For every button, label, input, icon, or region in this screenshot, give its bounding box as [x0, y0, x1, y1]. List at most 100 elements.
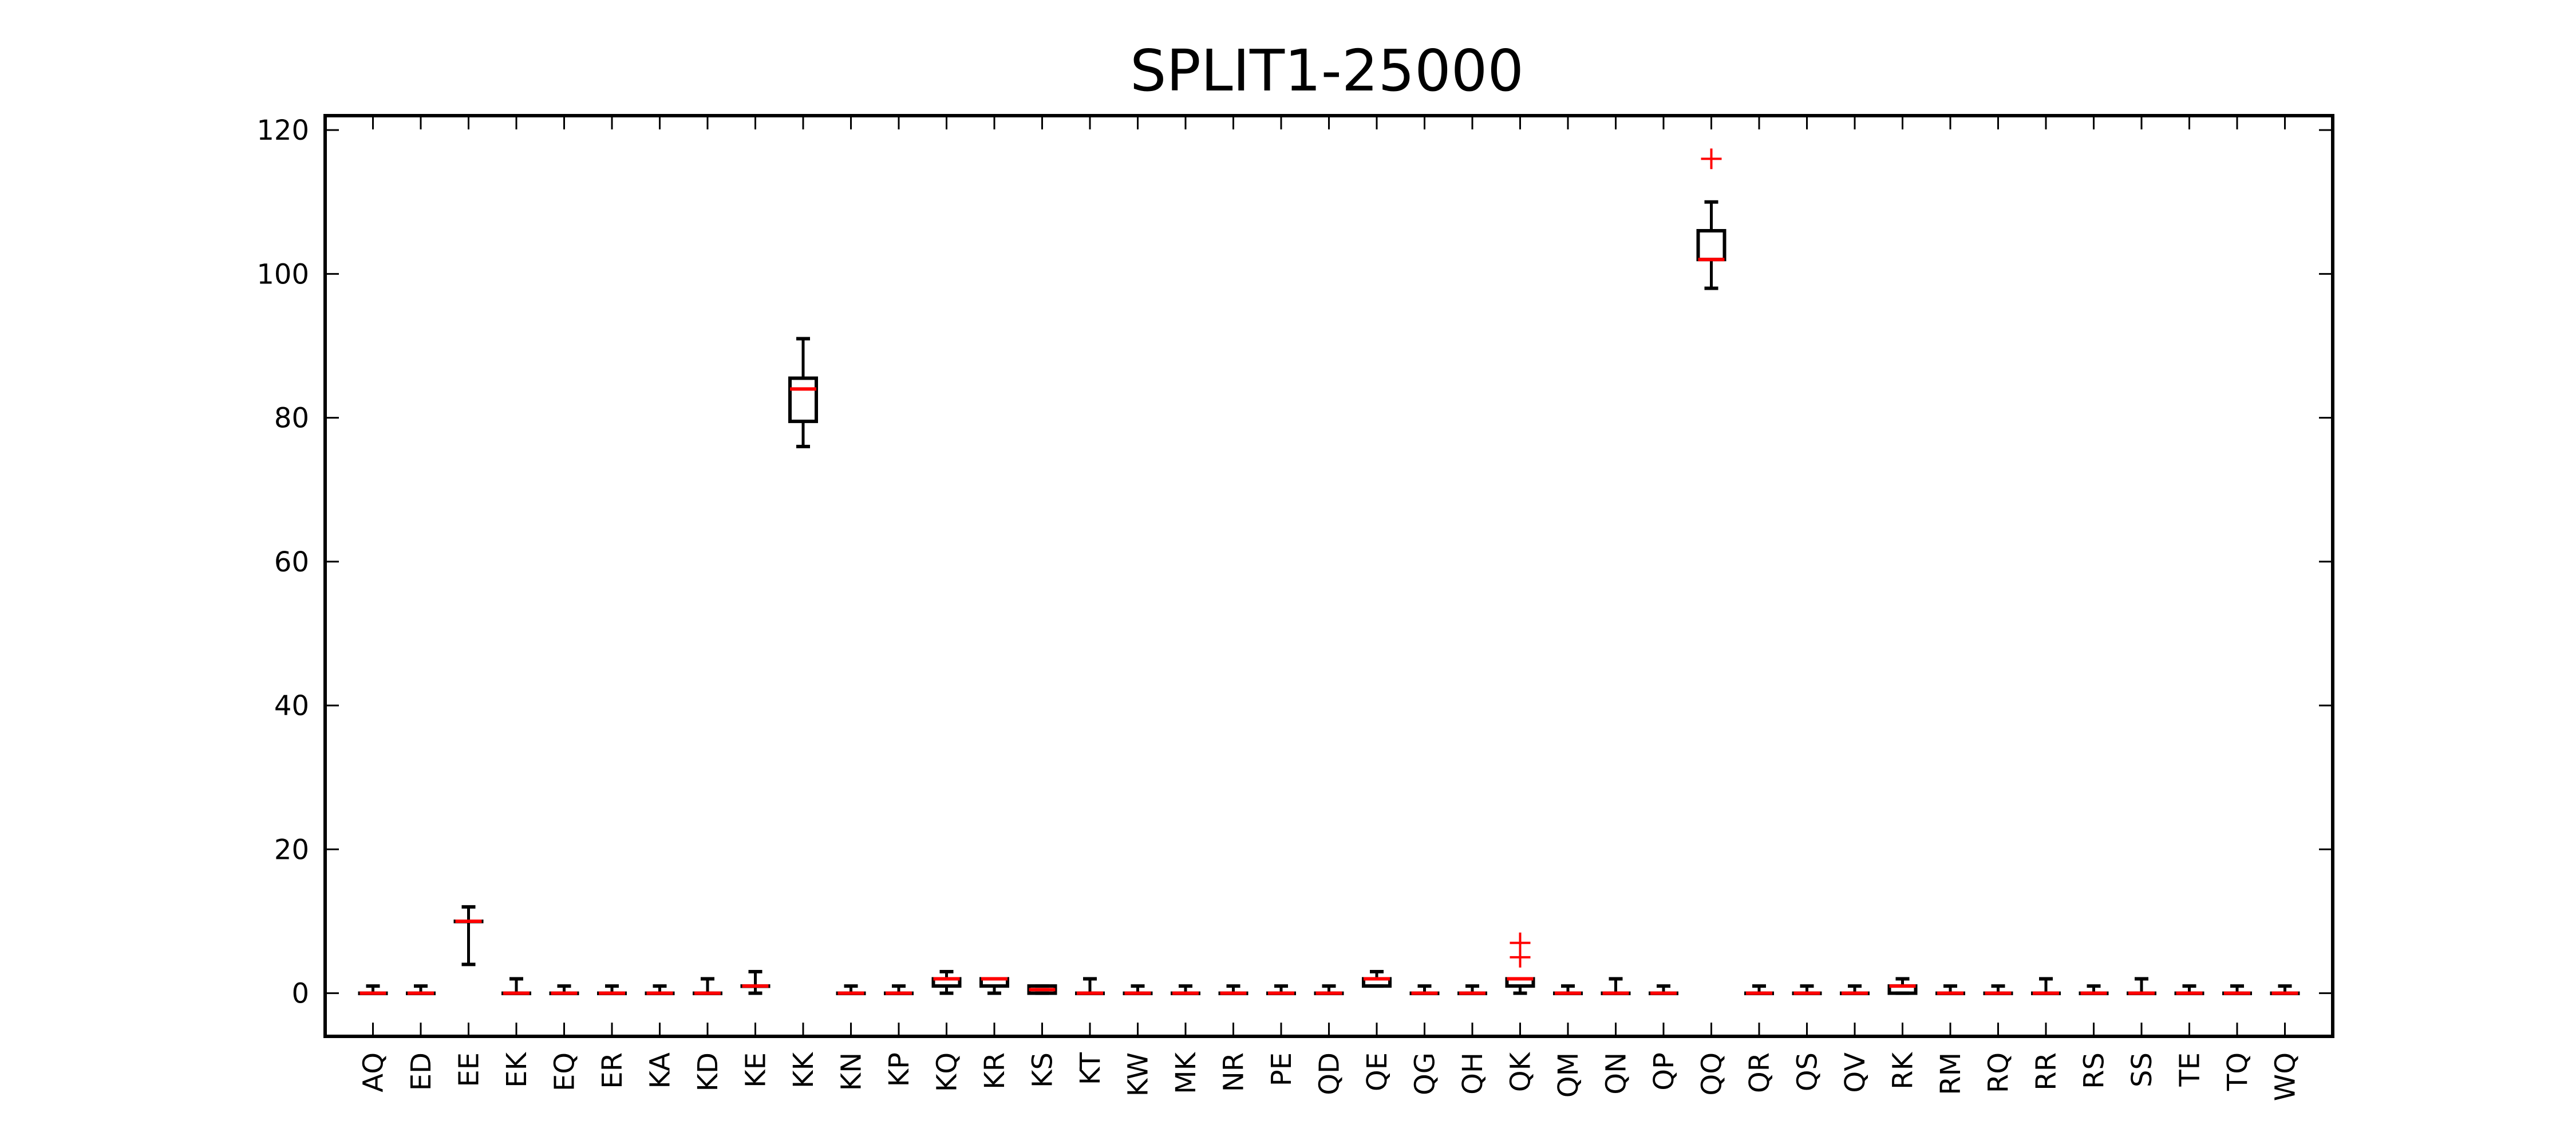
- box-kp: [884, 984, 914, 996]
- iqr-box: [788, 376, 818, 423]
- box-kq: [931, 969, 962, 995]
- x-tick-label: KW: [1123, 1052, 1155, 1096]
- x-tick-label: QR: [1744, 1052, 1776, 1093]
- x-tick-label: RM: [1935, 1052, 1967, 1095]
- box-kk: [788, 337, 818, 448]
- x-axis: AQ ED EE EK EQ ER KA KD KE KK KN KP KQ KR KS KT KW MK NR PE…: [358, 116, 2302, 1101]
- x-tick-label: ER: [596, 1052, 629, 1089]
- box-ks: [1027, 984, 1057, 995]
- x-tick-label: QV: [1839, 1052, 1871, 1093]
- x-tick-label: QG: [1409, 1052, 1441, 1095]
- x-tick-label: RR: [2030, 1052, 2063, 1091]
- outlier-marker: [1510, 932, 1531, 953]
- box-qn: [1601, 977, 1631, 996]
- x-tick-label: RQ: [1983, 1052, 2015, 1093]
- x-tick-label: QN: [1601, 1052, 1633, 1095]
- x-tick-label: QD: [1314, 1052, 1346, 1095]
- box-ke: [740, 969, 771, 995]
- box-ss: [2127, 977, 2156, 996]
- x-tick-label: QE: [1361, 1052, 1393, 1091]
- chart-title: SPLIT1-25000: [1130, 37, 1524, 104]
- x-tick-label: SS: [2126, 1052, 2158, 1087]
- box-ed: [406, 984, 436, 996]
- x-tick-label: MK: [1170, 1051, 1202, 1094]
- box-ee: [453, 905, 484, 966]
- box-tq: [2222, 984, 2252, 996]
- box-series: [358, 148, 2300, 996]
- box-rm: [1935, 984, 1965, 996]
- box-rk: [1887, 977, 1918, 995]
- box-kt: [1075, 977, 1105, 996]
- box-er: [597, 984, 627, 996]
- x-tick-label: KQ: [931, 1052, 963, 1092]
- box-qg: [1409, 984, 1440, 996]
- x-tick-label: KR: [979, 1052, 1011, 1090]
- box-kw: [1123, 984, 1153, 996]
- box-kn: [836, 984, 866, 996]
- x-tick-label: QM: [1552, 1052, 1585, 1098]
- plot-frame: [323, 114, 2334, 1038]
- box-aq: [358, 984, 388, 996]
- box-qe: [1362, 969, 1392, 988]
- box-qd: [1314, 984, 1344, 996]
- y-tick-label: 40: [274, 690, 309, 722]
- box-rq: [1983, 984, 2013, 996]
- x-tick-label: EE: [453, 1052, 485, 1087]
- x-tick-label: QP: [1648, 1052, 1680, 1091]
- y-tick-label: 20: [274, 834, 309, 866]
- box-rs: [2079, 984, 2109, 996]
- outlier-marker: [1701, 148, 1722, 169]
- box-eq: [549, 984, 579, 996]
- x-tick-label: KT: [1074, 1052, 1107, 1085]
- y-tick-label: 80: [274, 403, 309, 435]
- y-axis: 0 20 40 60 80 100 120: [256, 115, 2333, 1010]
- box-qh: [1457, 984, 1487, 996]
- box-qk: [1505, 932, 1535, 995]
- box-qm: [1553, 984, 1583, 996]
- y-tick-label: 100: [256, 258, 309, 290]
- x-tick-label: QS: [1792, 1052, 1824, 1091]
- x-tick-label: KE: [740, 1052, 772, 1088]
- x-tick-label: RS: [2079, 1052, 2111, 1089]
- box-qp: [1649, 984, 1678, 996]
- box-qv: [1840, 984, 1870, 996]
- box-qr: [1744, 984, 1774, 996]
- box-pe: [1266, 984, 1296, 996]
- x-tick-label: PE: [1266, 1052, 1298, 1086]
- x-tick-label: TE: [2174, 1052, 2206, 1087]
- box-te: [2174, 984, 2204, 996]
- y-tick-label: 120: [256, 115, 309, 147]
- x-tick-label: QK: [1505, 1051, 1537, 1092]
- x-tick-label: EK: [501, 1051, 533, 1087]
- x-tick-label: KK: [788, 1051, 820, 1088]
- box-nr: [1218, 984, 1249, 996]
- box-wq: [2270, 984, 2300, 996]
- x-tick-label: TQ: [2222, 1052, 2254, 1091]
- box-qs: [1792, 984, 1822, 996]
- x-tick-label: ED: [405, 1052, 437, 1091]
- box-ka: [645, 984, 675, 996]
- y-tick-label: 60: [274, 546, 309, 578]
- x-tick-label: KN: [836, 1052, 868, 1091]
- x-tick-label: EQ: [549, 1052, 581, 1091]
- box-kd: [693, 977, 722, 996]
- x-tick-label: AQ: [358, 1052, 390, 1092]
- x-tick-label: KP: [883, 1052, 915, 1087]
- box-qq: [1696, 148, 1726, 290]
- box-rr: [2031, 977, 2061, 996]
- x-tick-label: KD: [692, 1052, 724, 1091]
- box-ek: [501, 977, 531, 996]
- box-mk: [1171, 984, 1200, 996]
- x-tick-label: WQ: [2270, 1052, 2302, 1101]
- x-tick-label: NR: [1218, 1052, 1250, 1092]
- x-tick-label: QQ: [1696, 1052, 1728, 1096]
- x-tick-label: QH: [1457, 1052, 1489, 1095]
- x-tick-label: KS: [1027, 1052, 1059, 1088]
- box-kr: [979, 977, 1009, 995]
- x-tick-label: KA: [645, 1052, 677, 1089]
- y-tick-label: 0: [291, 978, 309, 1010]
- x-tick-label: RK: [1887, 1051, 1919, 1089]
